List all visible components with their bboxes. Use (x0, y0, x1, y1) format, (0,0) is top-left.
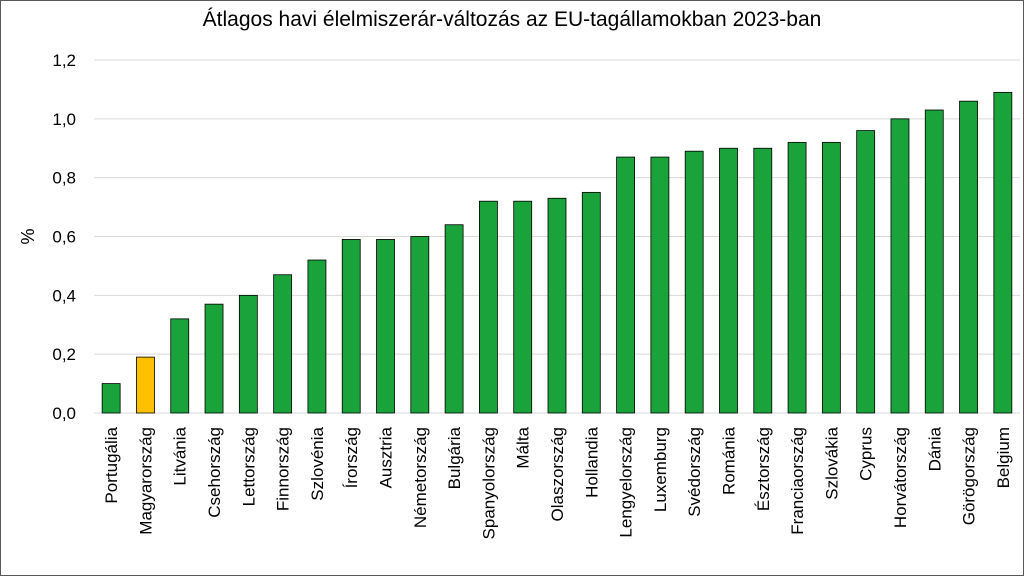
x-category-label: Horvátország (891, 427, 910, 528)
x-category-label: Írország (342, 427, 361, 488)
bar (479, 200, 498, 414)
x-category-label: Csehország (205, 427, 224, 518)
bar (581, 191, 601, 414)
bar (787, 141, 807, 414)
bar (444, 224, 464, 414)
chart-title: Átlagos havi élelmiszerár-változás az EU… (202, 8, 822, 31)
x-category-label: Belgium (994, 427, 1013, 488)
x-category-label: Németország (411, 427, 430, 528)
x-category-label: Olaszország (548, 427, 567, 521)
x-category-label: Szlovénia (308, 426, 327, 500)
x-category-label: Cyprus (857, 427, 876, 481)
bar (170, 318, 190, 414)
x-category-label: Szlovákia (822, 426, 841, 499)
bar (238, 294, 258, 414)
bar (993, 91, 1013, 414)
bar (684, 150, 704, 414)
x-category-label: Litvánia (171, 426, 190, 485)
x-category-label: Luxemburg (651, 427, 670, 512)
x-category-label: Portugália (102, 426, 121, 503)
x-category-label: Lettország (239, 427, 258, 506)
bar (821, 141, 841, 414)
bar (719, 147, 738, 414)
y-tick-label: 1,0 (52, 110, 76, 129)
y-tick-label: 0,4 (52, 286, 76, 305)
x-category-label: Svédország (685, 427, 704, 517)
x-category-label: Észtország (754, 427, 773, 511)
x-category-label: Lengyelország (617, 427, 636, 538)
x-category-label: Franciaország (788, 427, 807, 535)
x-category-label: Ausztria (377, 426, 396, 488)
x-category-label: Hollandia (582, 426, 601, 497)
bar (307, 259, 327, 414)
x-category-label: Magyarország (136, 427, 155, 535)
bar (959, 100, 978, 414)
x-category-label: Bulgária (445, 426, 464, 489)
bar (616, 156, 635, 414)
bar (856, 130, 876, 414)
bar (341, 239, 361, 414)
y-tick-label: 1,2 (52, 51, 76, 70)
x-category-label: Spanyolország (479, 427, 498, 539)
x-category-label: Görögország (960, 427, 979, 525)
bar (136, 356, 155, 414)
bar (547, 197, 567, 414)
x-category-label: Finnország (274, 427, 293, 511)
bar (924, 109, 944, 414)
x-category-label: Románia (719, 426, 738, 495)
y-tick-label: 0,2 (52, 345, 76, 364)
bar (513, 200, 533, 414)
x-category-label: Málta (514, 426, 533, 468)
bar (650, 156, 670, 414)
bar (753, 147, 773, 414)
bar (204, 303, 224, 414)
y-tick-label: 0,8 (52, 169, 76, 188)
y-tick-label: 0,0 (52, 404, 76, 423)
bar (410, 236, 430, 414)
y-tick-label: 0,6 (52, 228, 76, 247)
bar (376, 239, 395, 414)
bar (890, 118, 910, 414)
bar (273, 274, 293, 414)
x-category-label: Dánia (925, 426, 944, 471)
y-axis-label: % (18, 228, 38, 244)
bar (101, 383, 121, 414)
